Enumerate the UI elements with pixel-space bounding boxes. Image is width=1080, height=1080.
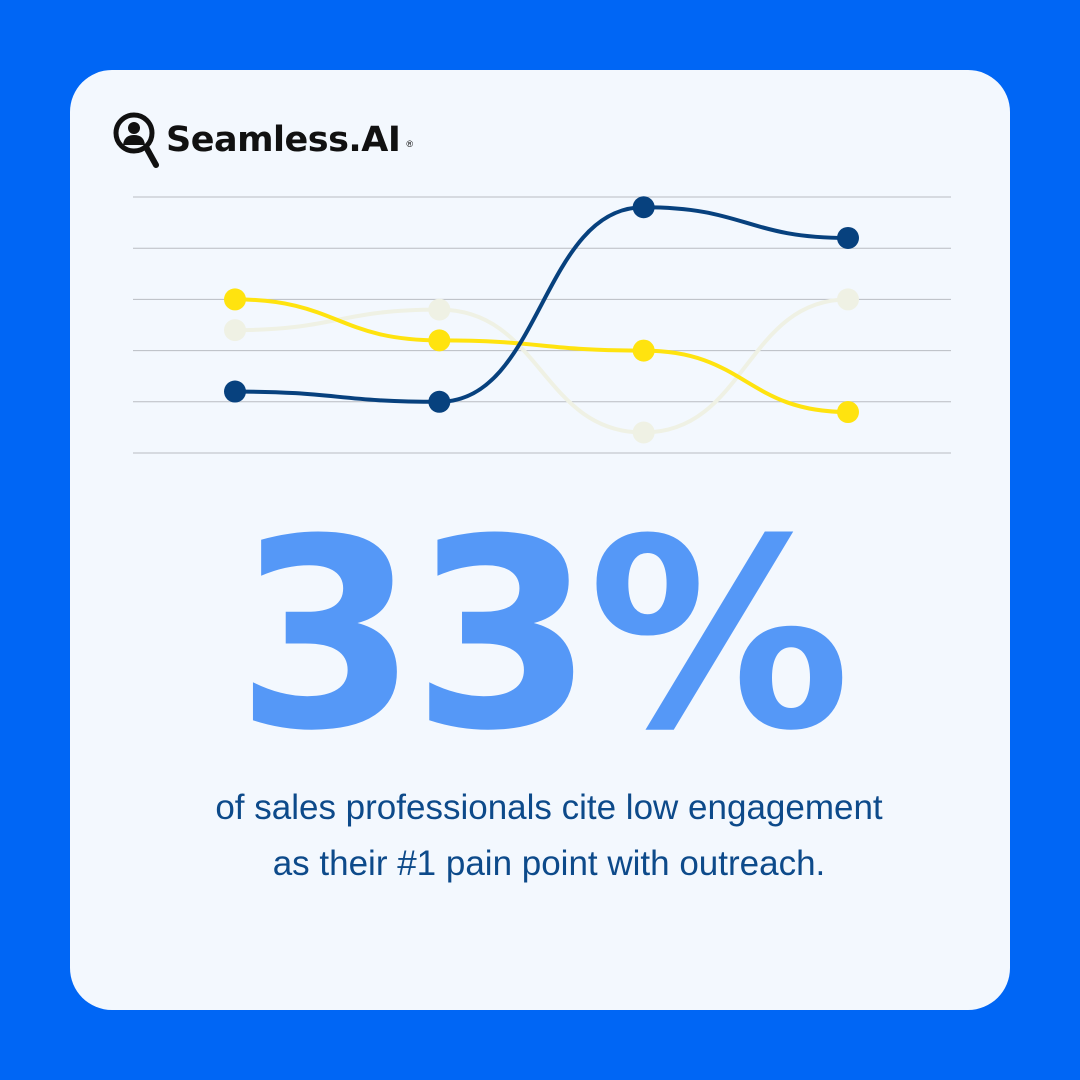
magnifier-person-icon — [113, 112, 159, 168]
data-point — [428, 298, 451, 321]
data-point — [837, 226, 859, 249]
series-line — [234, 297, 849, 435]
data-point — [837, 288, 859, 311]
series-line — [234, 297, 849, 415]
data-point — [632, 196, 655, 219]
registered-mark: ® — [406, 139, 413, 149]
data-point — [224, 288, 246, 311]
caption-line-2: as their #1 pain point with outreach. — [272, 844, 826, 883]
data-point — [224, 380, 246, 403]
caption-line-1: of sales professionals cite low engageme… — [215, 788, 883, 827]
stat-value: 33% — [235, 483, 850, 788]
brand-logo: Seamless.AI ® — [112, 110, 413, 170]
series-line — [234, 205, 849, 404]
brand-name: Seamless.AI — [166, 120, 401, 160]
data-point — [632, 421, 655, 444]
data-point — [428, 390, 451, 413]
stat-caption: of sales professionals cite low engageme… — [0, 780, 1080, 892]
data-point — [224, 319, 246, 342]
card — [70, 70, 1010, 1010]
data-point — [428, 329, 451, 352]
data-point — [837, 401, 859, 424]
data-point — [632, 339, 655, 362]
